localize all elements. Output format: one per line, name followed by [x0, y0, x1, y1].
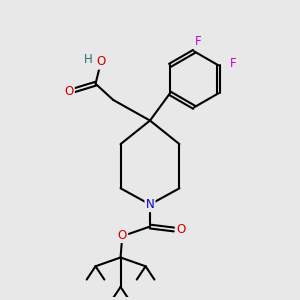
Text: F: F [194, 35, 201, 48]
Text: F: F [230, 57, 236, 70]
Text: N: N [146, 198, 154, 211]
Text: H: H [84, 52, 93, 65]
Text: O: O [96, 56, 106, 68]
Text: O: O [176, 223, 185, 236]
Text: O: O [118, 229, 127, 242]
Text: O: O [64, 85, 74, 98]
